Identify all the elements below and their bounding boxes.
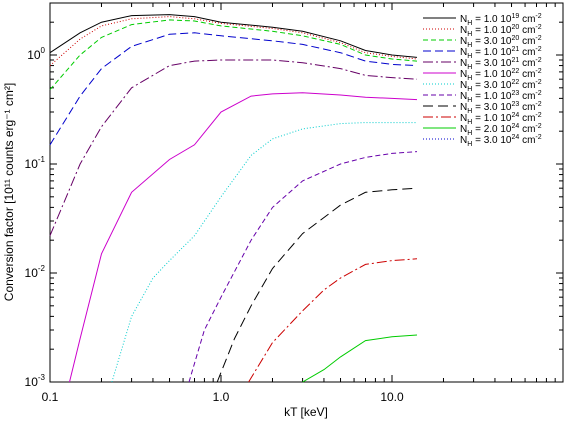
y-tick-label: 10-2 [25,264,46,280]
series-line-5 [49,59,418,236]
legend-entry-label: NH = 1.0 1020 cm-2 [460,24,542,38]
x-tick-label: 10.0 [380,390,404,404]
legend: NH = 1.0 1019 cm-2NH = 1.0 1020 cm-2NH =… [423,13,542,148]
series-line-3 [49,19,418,91]
legend-entry-label: NH = 3.0 1023 cm-2 [460,101,542,115]
legend-entry-label: NH = 3.0 1024 cm-2 [460,134,542,148]
series-line-4 [49,32,418,146]
series-layer [49,14,418,383]
series-line-9 [216,187,418,383]
legend-entry-label: NH = 3.0 1020 cm-2 [460,35,542,49]
legend-entry-label: NH = 3.0 1021 cm-2 [460,57,542,71]
x-tick-label: 0.1 [42,390,59,404]
series-line-1 [49,14,418,58]
y-tick-label: 10-1 [25,155,46,171]
y-tick-label: 100 [27,46,45,62]
legend-entry-label: NH = 3.0 1022 cm-2 [460,79,542,93]
series-line-8 [188,151,418,383]
series-line-7 [111,122,417,383]
y-axis-title: Conversion factor [10¹¹ counts erg⁻¹ cm²… [2,83,16,301]
legend-entry-label: NH = 1.0 1019 cm-2 [460,13,542,27]
x-tick-label: 1.0 [213,390,230,404]
legend-entry-label: NH = 1.0 1024 cm-2 [460,112,542,126]
legend-entry-label: NH = 1.0 1022 cm-2 [460,68,542,82]
axis-ticks: 0.1 1.0 10.0 100 10-1 10-2 10-3 [25,2,563,404]
series-line-11 [302,334,418,383]
legend-entry-label: NH = 1.0 1023 cm-2 [460,90,542,104]
y-tick-label: 10-3 [25,373,46,389]
plot-frame [49,2,564,383]
legend-entry-label: NH = 1.0 1021 cm-2 [460,46,542,60]
series-line-2 [49,16,418,66]
series-line-10 [248,258,418,383]
x-axis-title: kT [keV] [284,405,328,419]
series-line-6 [69,92,418,383]
legend-entry-label: NH = 2.0 1024 cm-2 [460,123,542,137]
